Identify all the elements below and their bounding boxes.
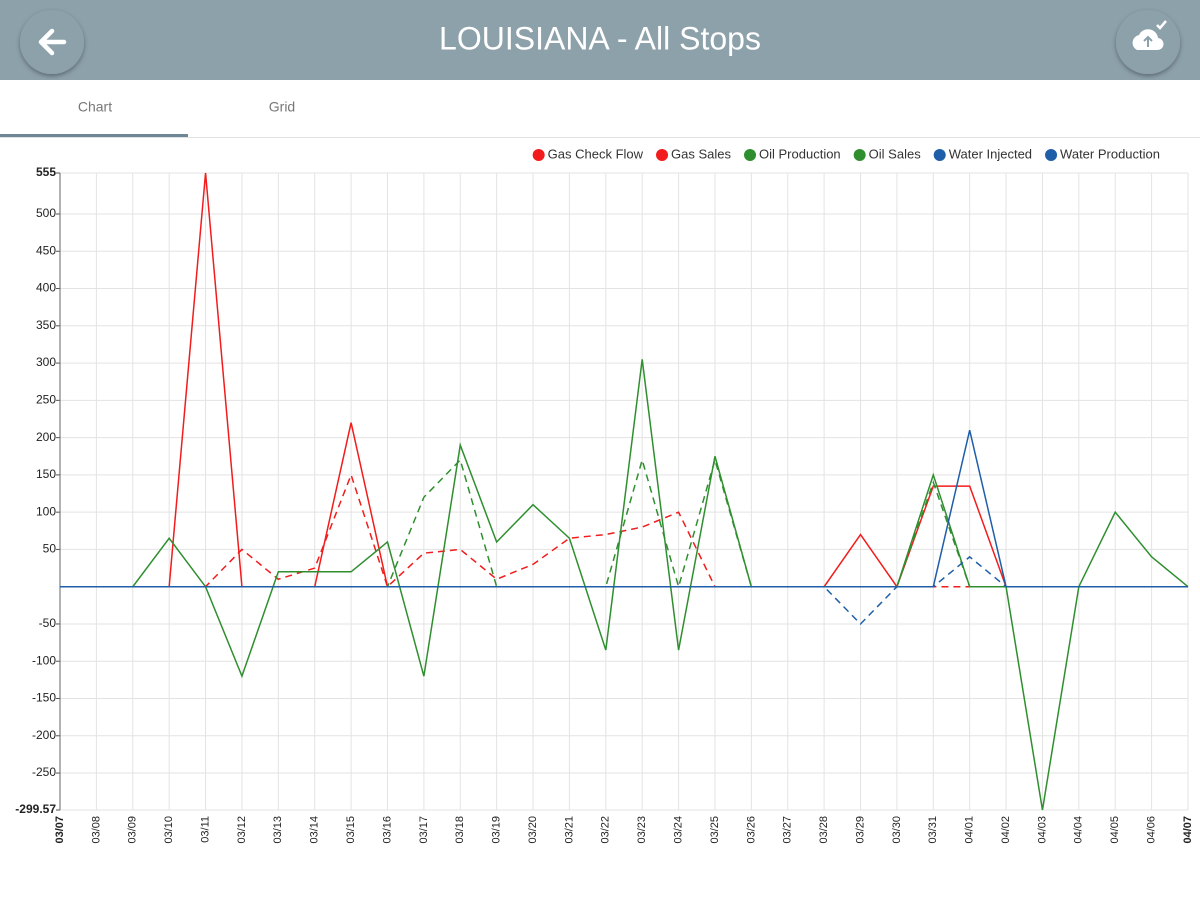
x-tick-label: 04/06 — [1146, 816, 1158, 844]
x-tick-label: 04/03 — [1036, 816, 1048, 844]
x-tick-label: 03/11 — [199, 816, 211, 843]
x-tick-label: 03/30 — [891, 816, 903, 844]
chart: 03/07 03/08 03/09 03/10 03/11 03/12 03/13 03/14… — [15, 146, 1194, 843]
y-tick-label: 150 — [36, 467, 56, 481]
app-bar — [0, 0, 1200, 80]
x-tick-label: 04/02 — [1000, 816, 1012, 844]
legend-marker — [1045, 149, 1058, 161]
y-tick-label: 250 — [36, 393, 56, 407]
legend-marker — [744, 149, 757, 161]
x-tick-label: 03/19 — [491, 816, 503, 844]
legend-marker — [853, 149, 866, 161]
y-tick-label: 400 — [36, 281, 56, 295]
y-tick-label: -200 — [32, 728, 56, 742]
legend-label: Oil Production — [759, 146, 841, 161]
y-tick-label: -299.57 — [15, 802, 56, 816]
series-line — [60, 472, 1188, 589]
legend-marker — [532, 149, 545, 161]
series-line — [60, 457, 1188, 590]
back-button[interactable] — [20, 10, 84, 74]
x-tick-label: 03/24 — [672, 816, 684, 844]
legend-label: Gas Check Flow — [548, 146, 644, 161]
x-tick-label: 03/23 — [636, 816, 648, 844]
tab-indicator — [0, 134, 188, 137]
y-tick-label: 555 — [36, 165, 56, 179]
x-tick-label: 03/17 — [418, 816, 430, 844]
y-tick-label: 500 — [36, 206, 56, 220]
y-tick-label: 50 — [43, 542, 57, 556]
y-tick-label: -50 — [39, 616, 57, 630]
legend-marker — [933, 149, 946, 161]
x-tick-label: 03/29 — [854, 816, 866, 844]
x-tick-label: 03/27 — [782, 816, 794, 844]
x-tick-label: 03/21 — [563, 816, 575, 844]
y-tick-label: 300 — [36, 355, 56, 369]
y-tick-label: -100 — [32, 653, 56, 667]
x-tick-label: 03/09 — [127, 816, 139, 844]
legend-label: Oil Sales — [869, 146, 922, 161]
x-tick-label: 04/04 — [1073, 816, 1085, 844]
x-tick-label: 03/14 — [309, 816, 321, 844]
tab-bar — [0, 80, 1200, 137]
x-tick-label: 03/10 — [163, 816, 175, 844]
legend: Gas Check Flow Gas Sales Oil Production Oil… — [532, 146, 1160, 161]
legend-label: Water Production — [1060, 146, 1160, 161]
x-tick-label: 03/28 — [818, 816, 830, 844]
x-tick-label: 03/13 — [272, 816, 284, 844]
x-tick-label: 04/05 — [1109, 816, 1121, 844]
x-tick-label: 03/07 — [54, 816, 66, 844]
x-tick-label: 03/25 — [709, 816, 721, 844]
x-tick-label: 03/18 — [454, 816, 466, 844]
x-tick-label: 03/26 — [745, 816, 757, 844]
legend-label: Gas Sales — [671, 146, 731, 161]
x-tick-label: 04/01 — [964, 816, 976, 844]
legend-marker — [656, 149, 669, 161]
series-line — [60, 359, 1189, 811]
y-tick-label: -150 — [32, 691, 56, 705]
x-tick-label: 03/08 — [90, 816, 102, 844]
x-tick-label: 04/07 — [1182, 816, 1194, 844]
y-tick-label: -250 — [32, 765, 56, 779]
x-tick-label: 03/12 — [236, 816, 248, 844]
legend-label: Water Injected — [949, 146, 1032, 161]
x-tick-label: 03/16 — [381, 816, 393, 844]
y-tick-label: 450 — [36, 243, 56, 257]
tab-chart[interactable]: Chart — [78, 99, 112, 115]
y-tick-label: 350 — [36, 318, 56, 332]
x-tick-label: 03/22 — [600, 816, 612, 844]
tab-grid[interactable]: Grid — [269, 99, 295, 115]
series-line — [60, 555, 1188, 626]
y-tick-label: 100 — [36, 504, 56, 518]
x-tick-label: 03/31 — [927, 816, 939, 844]
y-tick-label: 200 — [36, 430, 56, 444]
page-title: LOUISIANA - All Stops — [439, 20, 761, 56]
x-tick-label: 03/20 — [527, 816, 539, 844]
x-tick-label: 03/15 — [345, 816, 357, 844]
sync-button[interactable] — [1116, 10, 1180, 74]
